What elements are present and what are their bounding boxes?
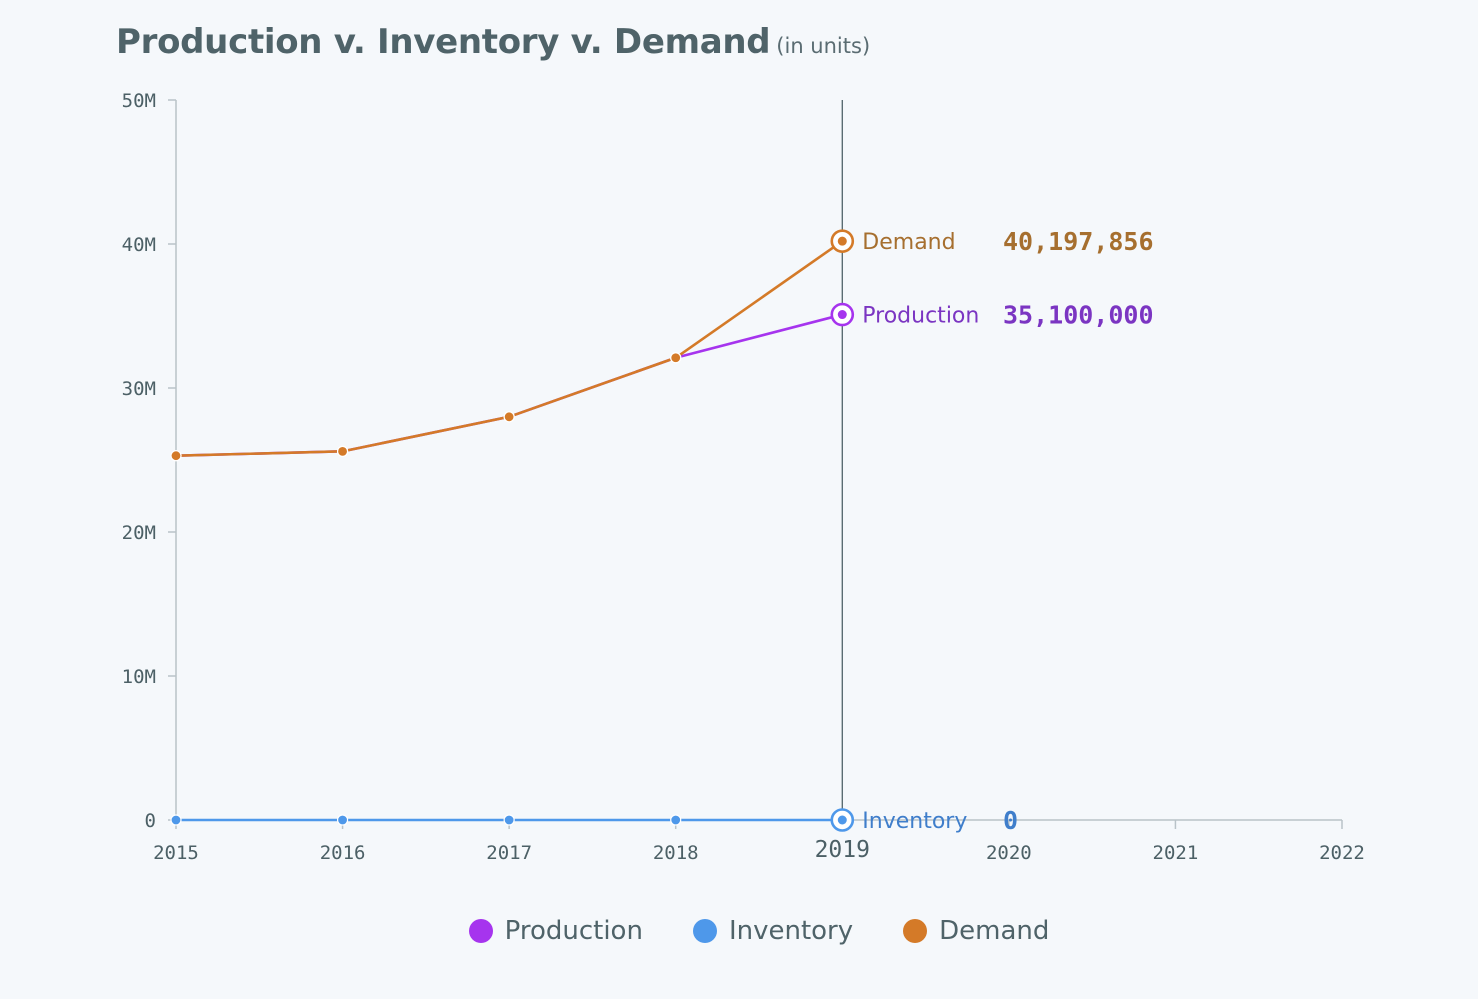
legend-swatch-inventory (692, 919, 717, 943)
legend-swatch-production (468, 919, 493, 943)
series-lines (175, 240, 844, 822)
series-points (170, 229, 855, 832)
x-tick-label: 2019 (815, 837, 870, 863)
end-label-name: Production (862, 304, 979, 329)
legend-item-inventory[interactable]: Inventory (692, 916, 854, 946)
chart-title: Production v. Inventory v. Demand (116, 22, 771, 62)
x-tick-label: 2022 (1319, 842, 1365, 864)
data-point (503, 411, 515, 423)
line-chart[interactable]: 0 10M 20M 30M 40M 50M 2015 2016 2017 2018 2019 2020… (0, 0, 1478, 900)
legend-label: Inventory (728, 916, 854, 946)
end-label-name: Demand (862, 230, 955, 255)
highlight-point (837, 310, 847, 320)
data-point (670, 352, 682, 364)
end-labels: Production 35,100,000 Inventory 0 Demand 40,1… (862, 227, 1153, 835)
legend-label: Demand (939, 916, 1050, 946)
series-line-demand (175, 240, 844, 457)
y-tick-label: 30M (122, 378, 156, 400)
legend-swatch-demand (903, 919, 928, 943)
y-tick-label: 50M (122, 90, 156, 112)
data-point (336, 814, 349, 826)
data-point (170, 450, 182, 462)
y-tick-label: 20M (122, 522, 156, 544)
highlight-point (837, 815, 847, 825)
y-tick-label: 10M (122, 666, 156, 688)
x-tick-label: 2015 (153, 842, 199, 864)
x-tick-label: 2018 (653, 842, 699, 864)
end-label-value: 40,197,856 (1003, 227, 1154, 256)
highlight-point (837, 236, 847, 246)
end-label-value: 0 (1003, 806, 1018, 835)
legend: Production Inventory Demand (0, 916, 1478, 946)
data-point (503, 814, 515, 826)
series-line-production (175, 313, 843, 457)
y-tick-label: 40M (122, 234, 156, 256)
axes: 0 10M 20M 30M 40M 50M 2015 2016 2017 2018 2019 2020… (122, 90, 1365, 864)
x-tick-label: 2016 (320, 842, 366, 864)
data-point (670, 814, 682, 826)
chart-title-row: Production v. Inventory v. Demand (in uni… (116, 22, 870, 62)
x-tick-label: 2017 (486, 842, 532, 864)
x-tick-label: 2020 (986, 842, 1032, 864)
legend-label: Production (504, 916, 643, 946)
end-label-name: Inventory (862, 809, 967, 834)
chart-subtitle: (in units) (776, 34, 871, 58)
x-tick-label: 2021 (1153, 842, 1199, 864)
legend-item-demand[interactable]: Demand (903, 916, 1049, 946)
y-tick-label: 0 (145, 810, 156, 832)
data-point (336, 445, 349, 457)
end-label-value: 35,100,000 (1003, 301, 1154, 330)
legend-item-production[interactable]: Production (468, 916, 643, 946)
data-point (170, 814, 182, 826)
